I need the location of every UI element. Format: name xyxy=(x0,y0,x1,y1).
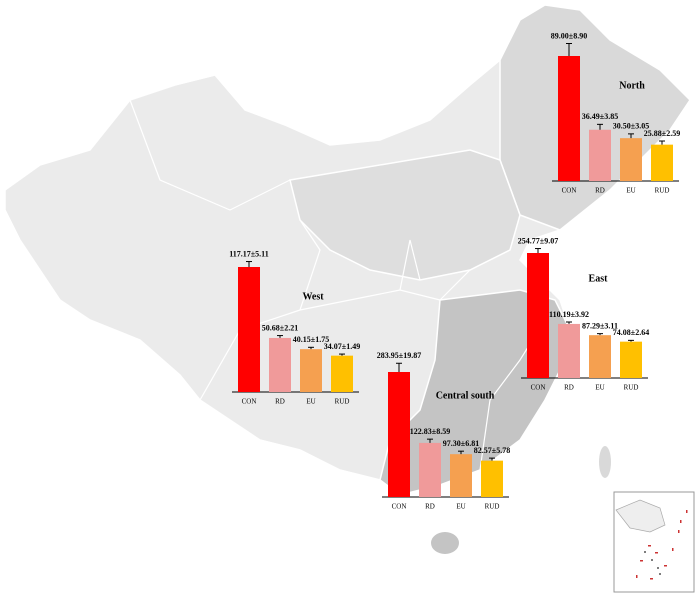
bar xyxy=(558,56,580,181)
bar xyxy=(589,129,611,181)
bar xyxy=(269,337,291,392)
chart-title: West xyxy=(302,291,324,302)
value-label: 110.19±3.92 xyxy=(549,310,589,319)
category-label: RD xyxy=(425,503,435,511)
bar xyxy=(238,267,260,392)
category-label: EU xyxy=(306,398,315,406)
bar xyxy=(450,454,472,497)
charts: North 89.00±8.90 CON 36.49±3.85 RD 30.50±3.05… xyxy=(229,31,680,510)
category-label: RD xyxy=(595,187,605,195)
category-label: RD xyxy=(275,398,285,406)
bar-chart: West 117.17±5.11 CON 50.68±2.21 RD 40.15±1.75… xyxy=(229,249,360,405)
value-label: 283.95±19.87 xyxy=(377,351,421,360)
value-label: 34.07±1.49 xyxy=(324,342,360,351)
category-label: EU xyxy=(626,187,635,195)
category-label: RUD xyxy=(624,384,639,392)
bar xyxy=(620,341,642,378)
value-label: 89.00±8.90 xyxy=(551,31,587,40)
chart-title: North xyxy=(619,80,645,91)
category-label: RUD xyxy=(485,503,500,511)
bar-chart: Central south 283.95±19.87 CON 122.83±8.59 R… xyxy=(377,351,510,511)
category-label: RUD xyxy=(335,398,350,406)
value-label: 254.77±9.07 xyxy=(518,236,558,245)
value-label: 97.30±6.81 xyxy=(443,439,479,448)
category-label: CON xyxy=(242,398,257,406)
value-label: 74.08±2.64 xyxy=(613,328,649,337)
inset-map xyxy=(613,491,695,593)
bar xyxy=(300,349,322,392)
value-label: 30.50±3.05 xyxy=(613,122,649,131)
category-label: RUD xyxy=(655,187,670,195)
bar xyxy=(620,138,642,181)
taiwan xyxy=(599,446,611,478)
category-label: RD xyxy=(564,384,574,392)
value-label: 50.68±2.21 xyxy=(262,323,298,332)
category-label: CON xyxy=(531,384,546,392)
bar-chart: North 89.00±8.90 CON 36.49±3.85 RD 30.50±3.05… xyxy=(551,31,680,194)
value-label: 122.83±8.59 xyxy=(410,427,450,436)
chart-title: Central south xyxy=(436,390,495,401)
value-label: 117.17±5.11 xyxy=(229,249,269,258)
map xyxy=(4,4,695,593)
bar xyxy=(481,460,503,497)
bar xyxy=(331,355,353,392)
bar xyxy=(527,253,549,378)
bar xyxy=(558,323,580,378)
category-label: CON xyxy=(562,187,577,195)
region-northeast xyxy=(499,4,691,231)
value-label: 36.49±3.85 xyxy=(582,112,618,121)
bar-chart: East 254.77±9.07 CON 110.19±3.92 RD 87.29±3.1… xyxy=(518,236,649,391)
value-label: 87.29±3.11 xyxy=(582,321,618,330)
bar xyxy=(589,335,611,378)
category-label: EU xyxy=(595,384,604,392)
hainan xyxy=(431,532,459,554)
bar xyxy=(651,144,673,181)
category-label: EU xyxy=(456,503,465,511)
category-label: CON xyxy=(392,503,407,511)
bar xyxy=(388,372,410,497)
value-label: 25.88±2.59 xyxy=(644,129,680,138)
value-label: 40.15±1.75 xyxy=(293,335,329,344)
bar xyxy=(419,442,441,497)
chart-title: East xyxy=(589,273,609,284)
value-label: 82.57±5.78 xyxy=(474,446,510,455)
